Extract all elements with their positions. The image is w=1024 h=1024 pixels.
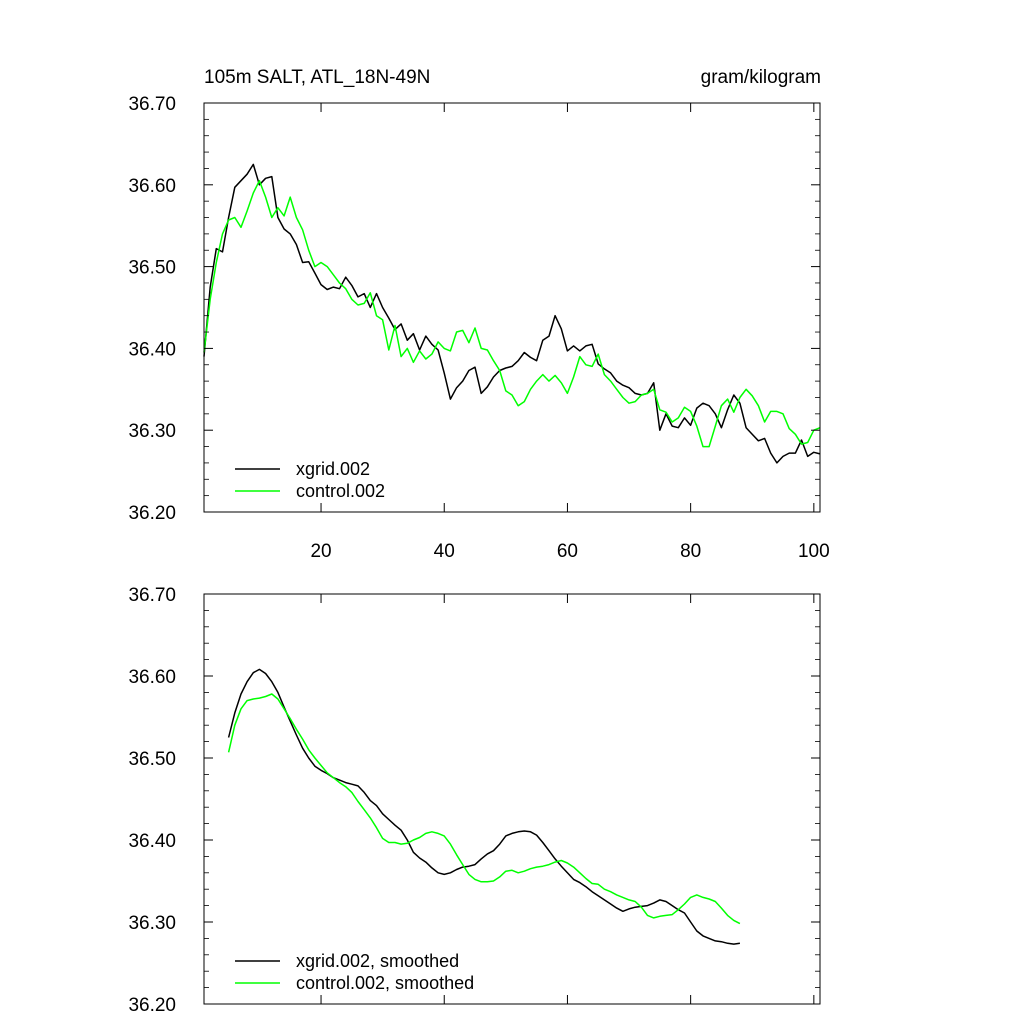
- top-xtick-label: 80: [680, 541, 701, 562]
- top-xtick-label: 40: [434, 541, 455, 562]
- bottom-ytick-label: 36.20: [128, 995, 176, 1016]
- bottom-ytick-label: 36.60: [128, 667, 176, 688]
- top-ytick-label: 36.20: [128, 503, 176, 524]
- bottom-ytick-label: 36.70: [128, 585, 176, 606]
- bottom-ytick-label: 36.40: [128, 831, 176, 852]
- units-label: gram/kilogram: [701, 67, 821, 88]
- bottom-chart-panel: 36.20 36.30 36.40 36.50 36.60 36.70 xgrid.002…: [128, 585, 821, 1016]
- top-legend-label: xgrid.002: [296, 459, 370, 479]
- top-ytick-label: 36.70: [128, 94, 176, 115]
- bottom-ytick-label: 36.50: [128, 749, 176, 770]
- bottom-legend-label: xgrid.002, smoothed: [296, 951, 459, 971]
- bottom-legend-label: control.002, smoothed: [296, 973, 474, 993]
- top-ytick-label: 36.40: [128, 339, 176, 360]
- bottom-series-line-control: [227, 693, 741, 925]
- top-legend-label: control.002: [296, 481, 385, 501]
- top-xtick-label: 60: [557, 541, 578, 562]
- top-ytick-label: 36.50: [128, 258, 176, 279]
- top-series-line-xgrid: [203, 163, 821, 464]
- plot-title: 105m SALT, ATL_18N-49N: [204, 67, 430, 88]
- top-ytick-label: 36.30: [128, 421, 176, 442]
- top-series-line-control: [203, 179, 821, 448]
- top-xtick-label: 100: [798, 541, 830, 562]
- bottom-series-line-xgrid: [227, 668, 740, 945]
- top-xtick-label: 20: [310, 541, 331, 562]
- bottom-ytick-label: 36.30: [128, 913, 176, 934]
- top-ytick-label: 36.60: [128, 176, 176, 197]
- bottom-plot-frame: [203, 593, 821, 1005]
- top-chart-panel: 36.20 36.30 36.40 36.50 36.60 36.70 20 40 60 80 10…: [128, 94, 829, 562]
- top-plot-frame: [203, 102, 821, 513]
